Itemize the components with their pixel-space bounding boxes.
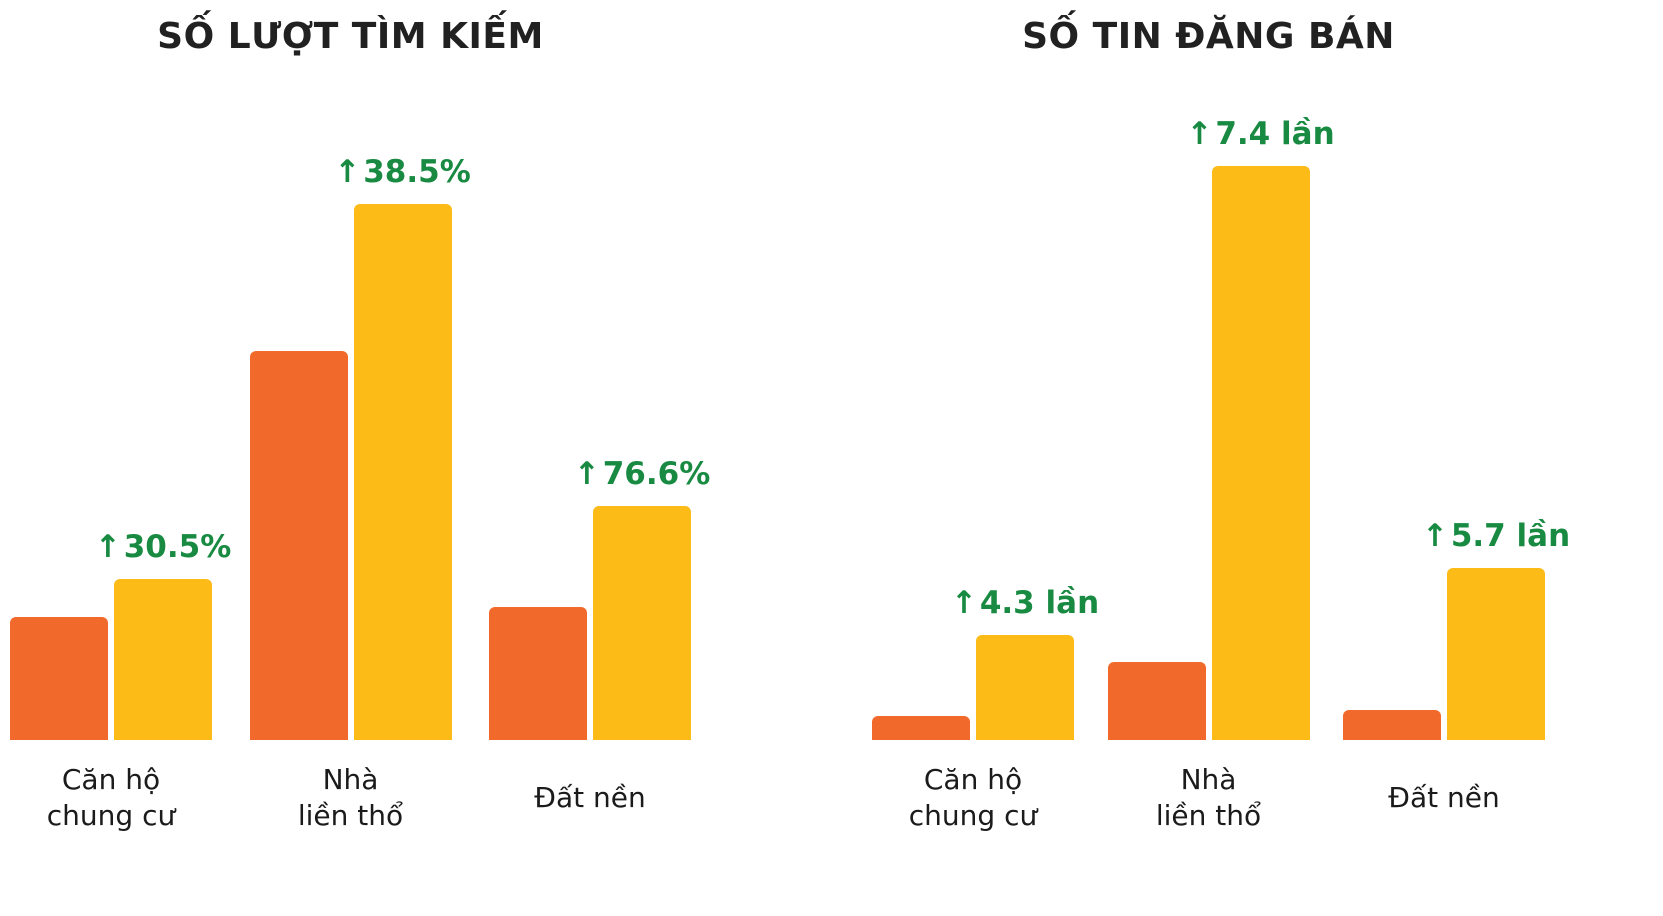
yellow-bar xyxy=(593,506,691,740)
orange-bar xyxy=(489,607,587,740)
orange-bar xyxy=(10,617,108,740)
bar-group-can-ho-chung-cu: ↑4.3 lần Căn hộ chung cư xyxy=(872,585,1099,832)
category-label: Căn hộ chung cư xyxy=(0,760,251,836)
category-label: Nhà liền thổ xyxy=(1069,760,1349,836)
growth-annotation: ↑30.5% xyxy=(95,529,232,565)
orange-bar xyxy=(1107,662,1206,740)
growth-value: 38.5% xyxy=(363,154,471,190)
yellow-bar xyxy=(976,635,1074,740)
chart-panel-listings: SỐ TIN ĐĂNG BÁN ↑4.3 lần Căn hộ chung cư… xyxy=(763,0,1663,916)
plot-area-listings: ↑4.3 lần Căn hộ chung cư ↑7.4 lần Nhà li… xyxy=(872,116,1570,832)
plot-area-search-volume: ↑30.5% Căn hộ chung cư ↑38.5% Nhà liền t… xyxy=(10,154,710,832)
category-label-line: Nhà xyxy=(1180,763,1237,797)
orange-bar xyxy=(1343,710,1441,740)
growth-annotation: ↑38.5% xyxy=(334,154,471,190)
up-arrow-icon: ↑ xyxy=(334,154,361,190)
growth-annotation: ↑4.3 lần xyxy=(951,585,1099,621)
yellow-bar xyxy=(1211,166,1310,740)
orange-bar xyxy=(872,716,970,740)
category-label-line: Căn hộ xyxy=(61,763,161,797)
bar-group-dat-nen: ↑5.7 lần Đất nền xyxy=(1343,518,1570,814)
growth-value: 5.7 lần xyxy=(1450,518,1571,554)
category-label-line: chung cư xyxy=(908,799,1038,832)
growth-value: 7.4 lần xyxy=(1215,116,1335,152)
up-arrow-icon: ↑ xyxy=(94,529,121,565)
bar-group-nha-lien-tho: ↑7.4 lần Nhà liền thổ xyxy=(1107,116,1335,832)
category-label-line: Căn hộ xyxy=(923,763,1023,797)
category-label: Đất nền xyxy=(1304,760,1584,836)
up-arrow-icon: ↑ xyxy=(1421,518,1448,554)
growth-annotation: ↑7.4 lần xyxy=(1186,116,1334,152)
bar-group-dat-nen: ↑76.6% Đất nền xyxy=(489,456,710,814)
chart-title-search-volume: SỐ LƯỢT TÌM KIẾM xyxy=(157,16,544,57)
bar-group-can-ho-chung-cu: ↑30.5% Căn hộ chung cư xyxy=(10,529,231,832)
up-arrow-icon: ↑ xyxy=(950,585,977,621)
category-label-line: Đất nền xyxy=(1388,781,1500,815)
up-arrow-icon: ↑ xyxy=(573,456,600,492)
category-label-line: Nhà xyxy=(322,763,379,797)
up-arrow-icon: ↑ xyxy=(1186,116,1213,152)
growth-value: 76.6% xyxy=(602,456,711,492)
category-label-line: liền thổ xyxy=(1155,799,1262,832)
category-label: Nhà liền thổ xyxy=(211,760,491,836)
bar-group-nha-lien-tho: ↑38.5% Nhà liền thổ xyxy=(249,154,471,832)
yellow-bar xyxy=(1447,568,1545,740)
growth-annotation: ↑76.6% xyxy=(574,456,711,492)
category-label: Đất nền xyxy=(450,760,730,836)
growth-value: 30.5% xyxy=(123,529,232,565)
category-label-line: chung cư xyxy=(46,799,176,832)
chart-panel-search-volume: SỐ LƯỢT TÌM KIẾM ↑30.5% Căn hộ chung cư … xyxy=(0,0,763,916)
category-label: Căn hộ chung cư xyxy=(833,760,1113,836)
yellow-bar xyxy=(353,204,452,740)
orange-bar xyxy=(249,351,348,740)
chart-title-listings: SỐ TIN ĐĂNG BÁN xyxy=(1022,16,1395,57)
growth-annotation: ↑5.7 lần xyxy=(1422,518,1570,554)
growth-value: 4.3 lần xyxy=(979,585,1100,621)
category-label-line: Đất nền xyxy=(534,781,646,815)
category-label-line: liền thổ xyxy=(297,799,404,832)
yellow-bar xyxy=(114,579,212,740)
